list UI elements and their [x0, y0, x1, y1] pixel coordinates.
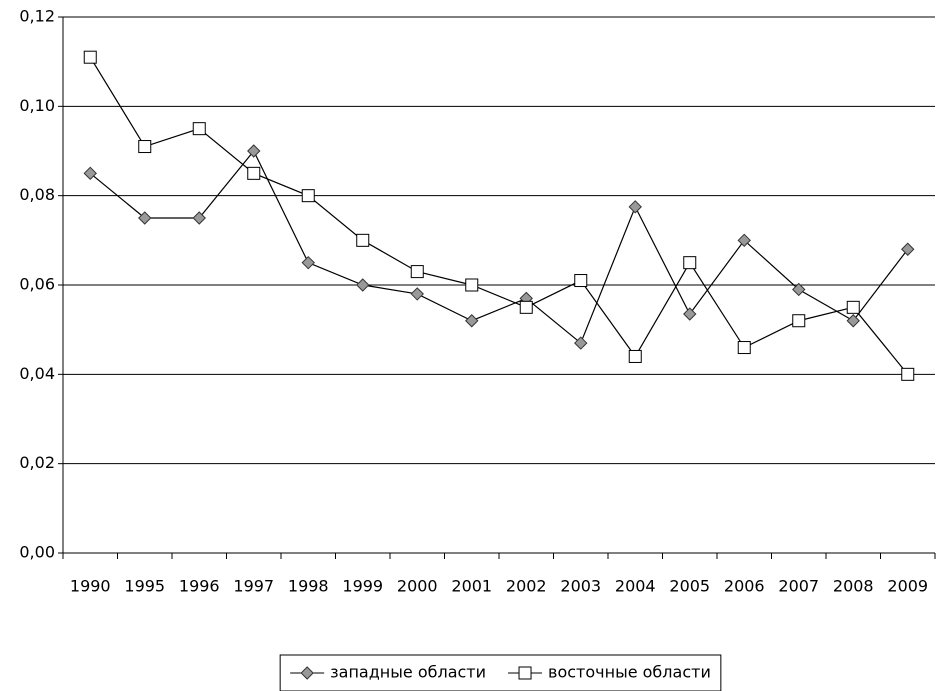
- y-tick-label: 0,08: [19, 185, 55, 204]
- x-tick-label: 2002: [506, 577, 547, 596]
- y-tick-label: 0,10: [19, 96, 55, 115]
- marker: [846, 314, 860, 328]
- series-line: [89, 56, 909, 375]
- marker: [301, 255, 315, 270]
- marker: [192, 122, 206, 136]
- x-tick-label: 1990: [70, 577, 111, 596]
- marker: [356, 278, 370, 292]
- marker: [192, 211, 206, 225]
- marker: [83, 50, 97, 64]
- y-tick-label: 0,04: [19, 364, 55, 383]
- x-tick-label: 1995: [124, 577, 165, 596]
- x-tick-label: 2005: [669, 577, 710, 596]
- marker: [465, 314, 479, 328]
- x-tick-label: 1998: [288, 577, 329, 596]
- x-tick-label: 2003: [560, 577, 601, 596]
- marker: [138, 211, 152, 225]
- legend: западные области восточные области: [279, 654, 722, 691]
- x-tick-label: 2001: [451, 577, 492, 596]
- y-tick-label: 0,00: [19, 543, 55, 562]
- marker: [792, 282, 806, 297]
- marker: [301, 189, 315, 203]
- marker: [792, 314, 806, 328]
- marker: [83, 166, 97, 181]
- legend-label: западные области: [330, 663, 486, 682]
- legend-box: [279, 654, 722, 691]
- marker: [574, 336, 588, 350]
- marker: [410, 287, 424, 301]
- marker: [901, 367, 915, 381]
- x-tick-label: 1999: [342, 577, 383, 596]
- marker: [737, 341, 751, 355]
- marker: [465, 278, 479, 292]
- marker: [737, 233, 751, 248]
- y-tick-label: 0,12: [19, 7, 55, 26]
- y-tick-label: 0,02: [19, 453, 55, 472]
- marker: [628, 200, 642, 214]
- x-tick-label: 2009: [887, 577, 928, 596]
- legend-label: восточные области: [548, 663, 711, 682]
- marker: [410, 265, 424, 279]
- y-tick-label: 0,06: [19, 275, 55, 294]
- marker: [247, 166, 261, 180]
- x-tick-label: 1996: [179, 577, 220, 596]
- x-tick-label: 2007: [778, 577, 819, 596]
- marker: [300, 666, 314, 680]
- marker: [247, 144, 261, 158]
- marker: [574, 274, 588, 288]
- x-tick-label: 2008: [833, 577, 874, 596]
- marker: [683, 307, 697, 321]
- marker: [518, 666, 532, 680]
- marker: [138, 140, 152, 154]
- x-tick-label: 2006: [724, 577, 765, 596]
- marker: [683, 256, 697, 270]
- x-tick-label: 1997: [233, 577, 274, 596]
- marker: [519, 300, 533, 314]
- marker: [901, 242, 915, 256]
- marker: [628, 349, 642, 363]
- marker: [356, 233, 370, 247]
- marker: [846, 300, 860, 314]
- series-line: [89, 149, 909, 345]
- x-tick-label: 2000: [397, 577, 438, 596]
- x-tick-label: 2004: [615, 577, 656, 596]
